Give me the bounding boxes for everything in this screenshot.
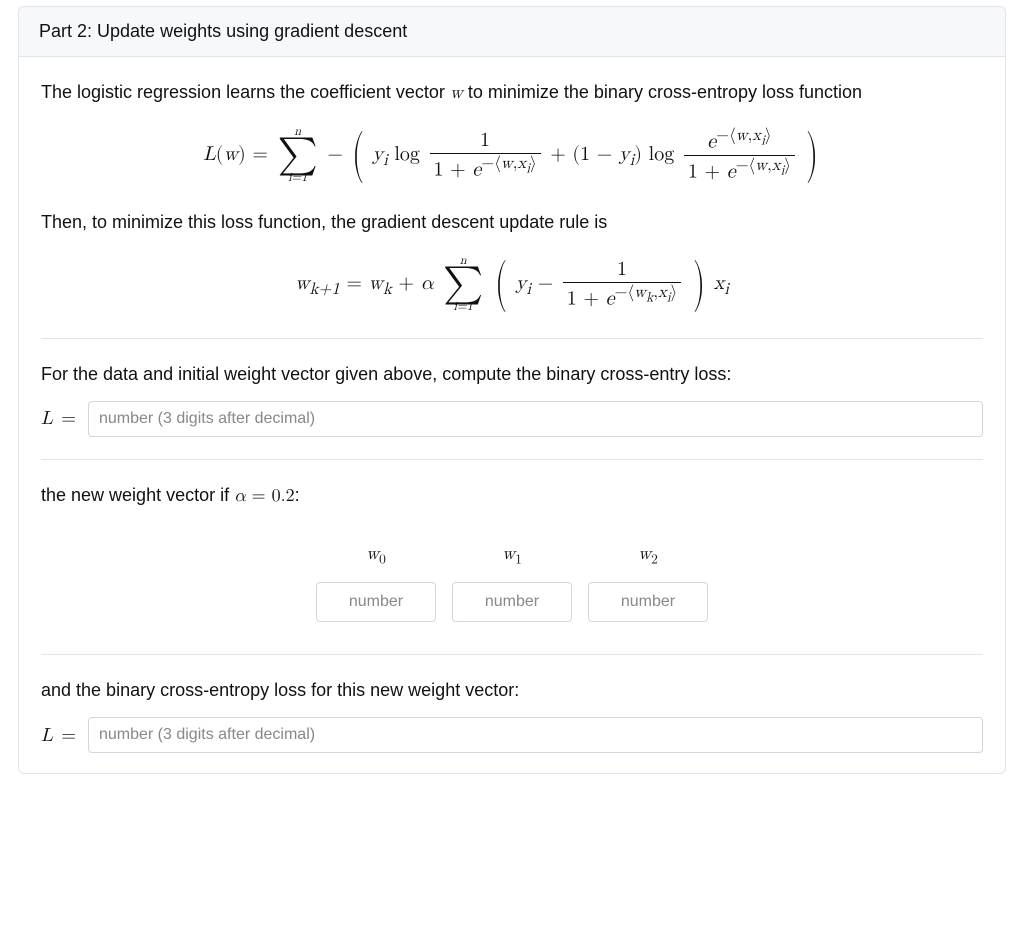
weights-block: w0 w1 w2 — [41, 529, 983, 633]
new-weight-prefix: the new weight vector if — [41, 485, 234, 505]
loss-answer-row-2: L = — [41, 717, 983, 753]
weights-col-w2: w2 — [588, 539, 708, 573]
loss-equation: L(w) = n∑i=1 − ( yi log 1 1 + e−⟨w,xi⟩ +… — [41, 126, 983, 185]
divider-3 — [41, 654, 983, 655]
card-body: The logistic regression learns the coeff… — [19, 57, 1005, 773]
w2-input[interactable] — [588, 582, 708, 622]
loss-answer-row-1: L = — [41, 401, 983, 437]
loss-input-1[interactable] — [88, 401, 983, 437]
weights-table: w0 w1 w2 — [300, 529, 724, 633]
loss-new-paragraph: and the binary cross-entropy loss for th… — [41, 677, 983, 705]
new-weight-suffix: : — [295, 485, 300, 505]
divider-2 — [41, 459, 983, 460]
w1-input[interactable] — [452, 582, 572, 622]
update-equation: wk+1 = wk + α n∑i=1 ( yi − 1 1 + e−⟨wk,x… — [41, 255, 983, 314]
new-weight-alpha: α = 0.2 — [234, 487, 295, 505]
weights-col-w1: w1 — [452, 539, 572, 573]
intro-paragraph: The logistic regression learns the coeff… — [41, 79, 983, 108]
w0-input[interactable] — [316, 582, 436, 622]
card: Part 2: Update weights using gradient de… — [18, 6, 1006, 774]
loss-input-2[interactable] — [88, 717, 983, 753]
then-paragraph: Then, to minimize this loss function, th… — [41, 209, 983, 237]
card-title: Part 2: Update weights using gradient de… — [39, 21, 407, 41]
loss-label-2: L = — [41, 724, 78, 747]
compute-loss-paragraph: For the data and initial weight vector g… — [41, 361, 983, 389]
loss-label-1: L = — [41, 407, 78, 430]
new-weight-paragraph: the new weight vector if α = 0.2: — [41, 482, 983, 511]
card-header: Part 2: Update weights using gradient de… — [19, 7, 1005, 57]
divider-1 — [41, 338, 983, 339]
weights-col-w0: w0 — [316, 539, 436, 573]
